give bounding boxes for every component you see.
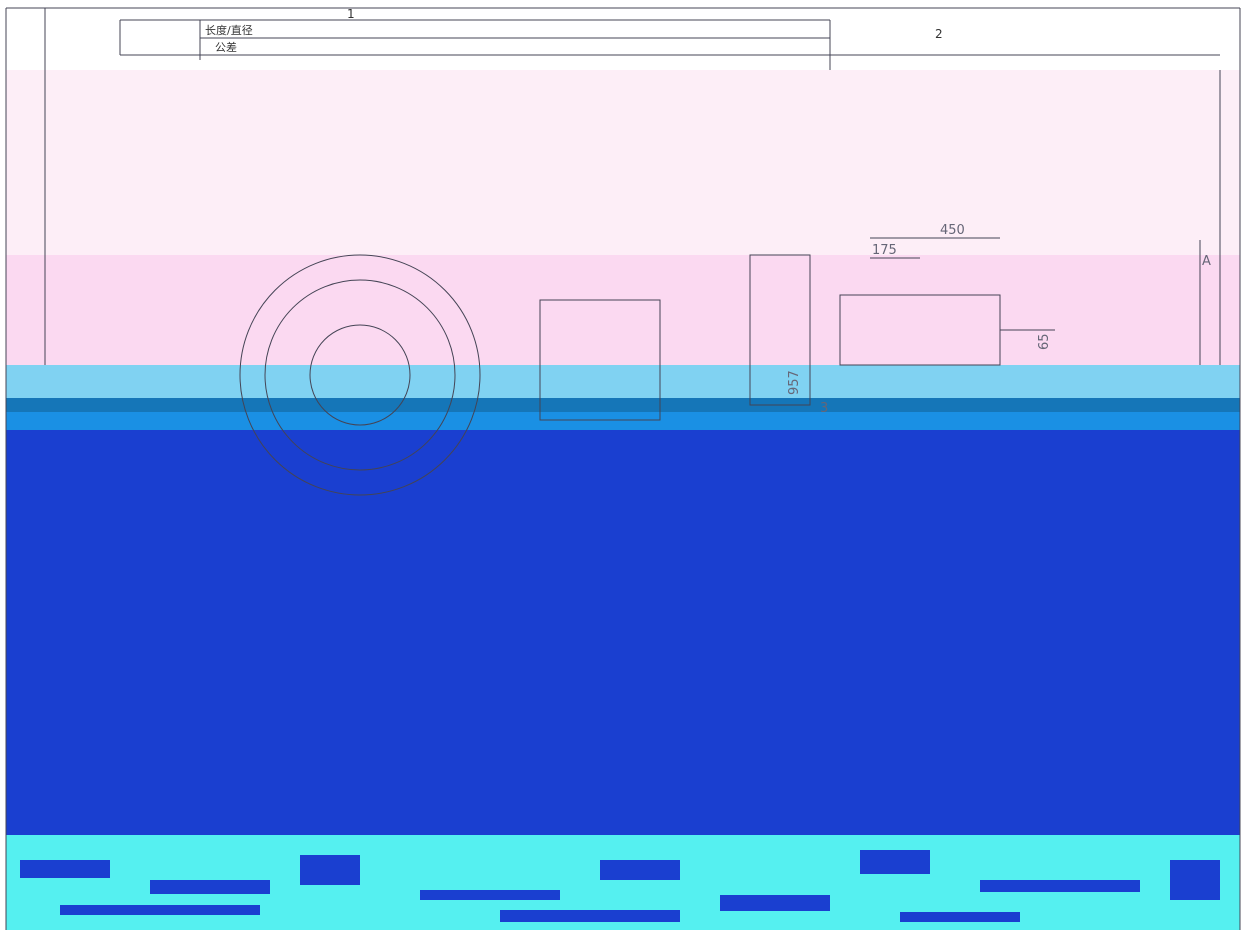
dimension: 3 [820,401,828,416]
zone-number: 1 [347,7,355,21]
dimension: 65 [1037,333,1052,350]
dimension: 175 [872,243,897,258]
noise-blocks [20,850,1220,922]
table-label: 公差 [215,40,237,54]
zone-number: 2 [935,27,943,41]
dimension: 450 [940,223,965,238]
machine-outline [239,237,1055,496]
frame-lines [5,7,1241,930]
pink-band [6,255,1240,367]
pink-area [6,70,1240,260]
blue-region [6,430,1240,835]
table-label: 长度/直径 [205,23,253,37]
cyan-band [6,365,1240,398]
zone-letter: A [1202,254,1211,269]
blue-band [6,412,1240,432]
teal-band [6,398,1240,412]
dimension: 957 [787,370,802,395]
